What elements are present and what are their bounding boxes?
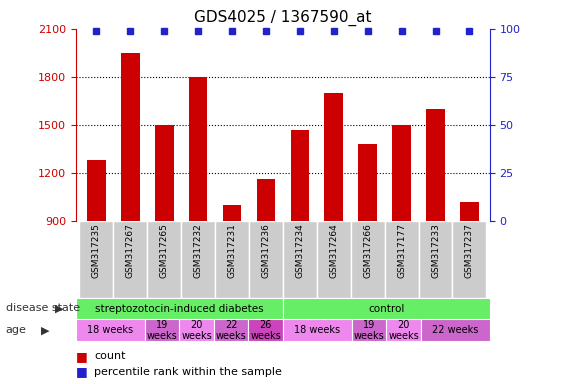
Text: GSM317177: GSM317177: [397, 223, 406, 278]
Text: 26
weeks: 26 weeks: [251, 319, 281, 341]
Text: 19
weeks: 19 weeks: [354, 319, 385, 341]
Bar: [215, 221, 249, 298]
Bar: [392, 125, 411, 365]
Text: GSM317267: GSM317267: [126, 223, 135, 278]
Text: 22
weeks: 22 weeks: [216, 319, 247, 341]
Bar: [76, 298, 283, 319]
Text: GSM317236: GSM317236: [261, 223, 270, 278]
Text: 18 weeks: 18 weeks: [87, 325, 133, 336]
Text: ▶: ▶: [41, 325, 49, 335]
Bar: [257, 179, 275, 365]
Text: 19
weeks: 19 weeks: [147, 319, 177, 341]
Bar: [248, 319, 283, 341]
Text: GSM317237: GSM317237: [465, 223, 474, 278]
Bar: [460, 202, 479, 365]
Bar: [386, 319, 421, 341]
Text: 20
weeks: 20 weeks: [388, 319, 419, 341]
Text: age: age: [6, 325, 26, 335]
Bar: [359, 144, 377, 365]
Text: count: count: [94, 351, 126, 361]
Text: GSM317233: GSM317233: [431, 223, 440, 278]
Text: GSM317234: GSM317234: [296, 223, 305, 278]
Bar: [148, 221, 181, 298]
Text: GSM317235: GSM317235: [92, 223, 101, 278]
Text: 20
weeks: 20 weeks: [181, 319, 212, 341]
Bar: [145, 319, 180, 341]
Bar: [223, 205, 242, 365]
Text: ■: ■: [76, 350, 88, 363]
Bar: [351, 221, 385, 298]
Text: GSM317264: GSM317264: [329, 223, 338, 278]
Bar: [155, 125, 173, 365]
Bar: [214, 319, 248, 341]
Text: ▶: ▶: [55, 303, 64, 313]
Bar: [324, 93, 343, 365]
Bar: [249, 221, 283, 298]
Text: ■: ■: [76, 365, 88, 378]
Bar: [385, 221, 418, 298]
Bar: [352, 319, 386, 341]
Text: GSM317266: GSM317266: [363, 223, 372, 278]
Text: control: control: [368, 303, 405, 314]
Bar: [453, 221, 486, 298]
Text: GSM317232: GSM317232: [194, 223, 203, 278]
Bar: [180, 319, 214, 341]
Text: 18 weeks: 18 weeks: [294, 325, 341, 336]
Bar: [421, 319, 490, 341]
Bar: [87, 160, 106, 365]
Text: GSM317265: GSM317265: [160, 223, 169, 278]
Bar: [291, 130, 309, 365]
Text: 22 weeks: 22 weeks: [432, 325, 479, 336]
Bar: [113, 221, 148, 298]
Bar: [121, 53, 140, 365]
Bar: [426, 109, 445, 365]
Text: streptozotocin-induced diabetes: streptozotocin-induced diabetes: [95, 303, 264, 314]
Bar: [418, 221, 453, 298]
Text: percentile rank within the sample: percentile rank within the sample: [94, 367, 282, 377]
Bar: [181, 221, 215, 298]
Bar: [317, 221, 351, 298]
Title: GDS4025 / 1367590_at: GDS4025 / 1367590_at: [194, 10, 372, 26]
Bar: [283, 221, 317, 298]
Text: GSM317231: GSM317231: [227, 223, 236, 278]
Bar: [76, 319, 145, 341]
Bar: [189, 77, 207, 365]
Bar: [79, 221, 113, 298]
Bar: [283, 298, 490, 319]
Text: disease state: disease state: [6, 303, 80, 313]
Bar: [283, 319, 352, 341]
